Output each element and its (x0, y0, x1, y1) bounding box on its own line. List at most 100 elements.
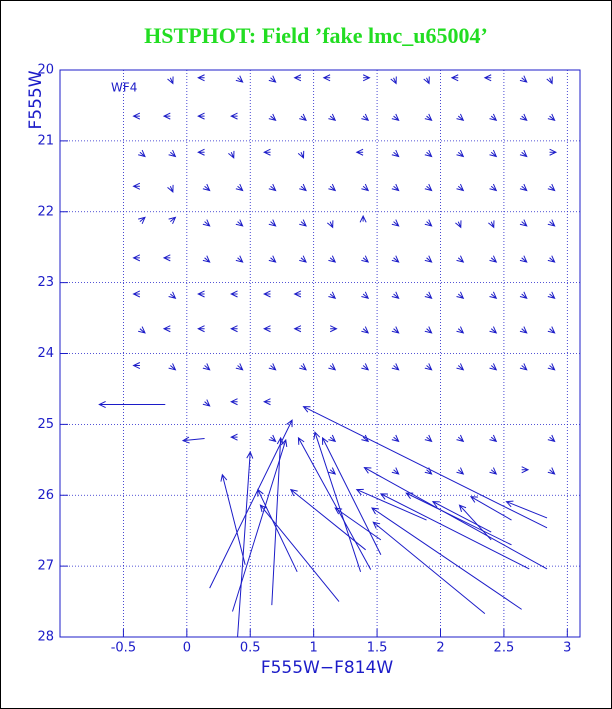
vector-arrow (547, 219, 556, 227)
vector-arrow (355, 148, 364, 156)
vector-arrow (197, 290, 205, 298)
annotation: WF4 (111, 81, 137, 95)
vector-arrow (268, 183, 277, 192)
vector-arrow (361, 326, 370, 334)
vector-arrow (519, 113, 528, 122)
vector-arrow (519, 75, 528, 83)
vector-arrow (202, 183, 211, 192)
vector-arrow (162, 112, 171, 120)
vector-arrow (547, 434, 556, 443)
chart-title: HSTPHOT: Field ’fake lmc_u65004’ (144, 23, 488, 48)
vector-arrow (313, 431, 362, 572)
vector-arrow (489, 149, 498, 158)
vector-arrow (268, 434, 277, 443)
vector-arrow (458, 504, 492, 541)
vector-arrow (391, 149, 400, 158)
vector-arrow (181, 436, 205, 444)
vector-arrow (456, 326, 465, 334)
vector-arrow (328, 183, 337, 192)
vector-arrow (293, 290, 302, 298)
vector-arrow (235, 75, 244, 83)
vector-arrow (209, 419, 293, 589)
vector-arrow (167, 184, 174, 193)
vector-arrow (268, 219, 277, 227)
vector-arrow (489, 291, 498, 299)
vector-arrow (328, 363, 337, 371)
y-axis-label: F555W (26, 70, 46, 129)
vector-arrow (391, 434, 400, 443)
vector-arrow (489, 326, 498, 334)
vector-arrow (168, 149, 177, 158)
vector-arrow (230, 290, 238, 298)
vector-arrow (489, 363, 498, 371)
y-tick-label: 27 (37, 559, 54, 574)
vector-arrow (268, 75, 277, 83)
vector-arrow (391, 113, 400, 122)
vector-arrow (98, 401, 166, 409)
x-tick-label: -0.5 (111, 641, 136, 656)
vector-arrow (547, 255, 556, 263)
vector-arrow (162, 325, 171, 333)
y-tick-label: 21 (37, 133, 54, 148)
vector-arrow (329, 325, 338, 333)
vector-arrow (391, 219, 400, 227)
vector-arrow (546, 76, 553, 85)
vector-arrow (456, 434, 465, 443)
vector-arrow (220, 473, 246, 565)
vector-arrow (162, 254, 171, 262)
vector-arrow (138, 216, 146, 225)
vector-arrow (456, 467, 465, 475)
vector-arrow (424, 149, 433, 158)
vector-arrow (355, 488, 427, 521)
x-axis-label: F555W−F814W (261, 658, 394, 678)
vector-arrow (132, 290, 141, 298)
x-tick-label: 3 (563, 641, 571, 656)
vector-arrow (361, 291, 370, 299)
vector-arrow (423, 76, 430, 85)
vector-arrow (361, 363, 370, 371)
vector-arrow (297, 436, 372, 570)
y-tick-label: 25 (37, 417, 54, 432)
vector-arrow (257, 488, 298, 573)
vector-arrow (424, 219, 433, 227)
vector-arrow (489, 113, 498, 122)
vector-arrow (138, 326, 146, 334)
vector-arrow (268, 363, 277, 371)
vector-arrow (197, 112, 205, 120)
vector-arrow (299, 113, 307, 122)
vector-arrow (505, 500, 548, 519)
vector-arrow (299, 183, 307, 192)
vector-arrow (230, 433, 238, 441)
vector-arrow (547, 113, 556, 122)
vector-arrow (202, 219, 211, 227)
vector-arrow (228, 150, 235, 159)
vector-arrow (322, 436, 382, 556)
vector-arrow (328, 291, 337, 299)
x-tick-label: 2.5 (494, 641, 515, 656)
vector-arrow (327, 220, 334, 229)
vector-arrow (519, 149, 528, 158)
y-tick-label: 24 (37, 346, 54, 361)
vector-arrow (168, 291, 177, 299)
vector-arrow (489, 255, 498, 263)
y-tick-label: 22 (37, 204, 54, 219)
vector-arrow (297, 150, 305, 159)
x-tick-label: 1.5 (367, 641, 388, 656)
vector-arrow (519, 219, 528, 227)
vector-arrow (424, 291, 433, 299)
vector-arrow (361, 183, 370, 192)
y-tick-label: 28 (37, 630, 54, 645)
vector-arrow (328, 255, 337, 263)
y-tick-label: 23 (37, 275, 54, 290)
vector-arrow (424, 255, 433, 263)
y-tick-label: 20 (37, 63, 54, 78)
vector-arrow (235, 255, 244, 263)
vector-arrow (263, 325, 271, 333)
vector-arrow (268, 113, 277, 122)
vector-arrow (362, 74, 371, 82)
vector-arrow (328, 434, 337, 443)
vector-arrow (391, 183, 400, 192)
vector-arrow (519, 326, 528, 334)
vector-arrow (293, 325, 302, 333)
